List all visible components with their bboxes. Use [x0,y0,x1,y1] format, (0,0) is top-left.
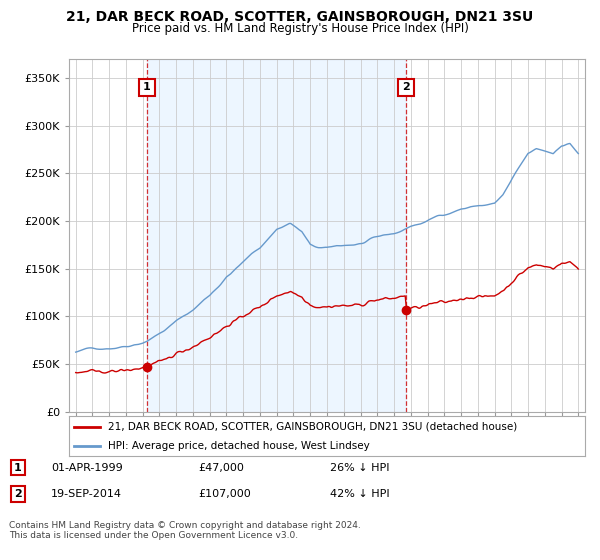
Text: Price paid vs. HM Land Registry's House Price Index (HPI): Price paid vs. HM Land Registry's House … [131,22,469,35]
Text: 2: 2 [14,489,22,499]
Text: 1: 1 [14,463,22,473]
Bar [147,59,406,412]
Text: 1: 1 [143,82,151,92]
Text: 01-APR-1999: 01-APR-1999 [51,463,123,473]
Text: 21, DAR BECK ROAD, SCOTTER, GAINSBOROUGH, DN21 3SU: 21, DAR BECK ROAD, SCOTTER, GAINSBOROUGH… [67,10,533,24]
Text: HPI: Average price, detached house, West Lindsey: HPI: Average price, detached house, West… [108,441,370,451]
Text: 2: 2 [402,82,410,92]
Text: 42% ↓ HPI: 42% ↓ HPI [330,489,389,499]
Text: £107,000: £107,000 [198,489,251,499]
Text: 21, DAR BECK ROAD, SCOTTER, GAINSBOROUGH, DN21 3SU (detached house): 21, DAR BECK ROAD, SCOTTER, GAINSBOROUGH… [108,422,517,432]
Text: 26% ↓ HPI: 26% ↓ HPI [330,463,389,473]
Text: £47,000: £47,000 [198,463,244,473]
Text: Contains HM Land Registry data © Crown copyright and database right 2024.
This d: Contains HM Land Registry data © Crown c… [9,521,361,540]
Text: 19-SEP-2014: 19-SEP-2014 [51,489,122,499]
